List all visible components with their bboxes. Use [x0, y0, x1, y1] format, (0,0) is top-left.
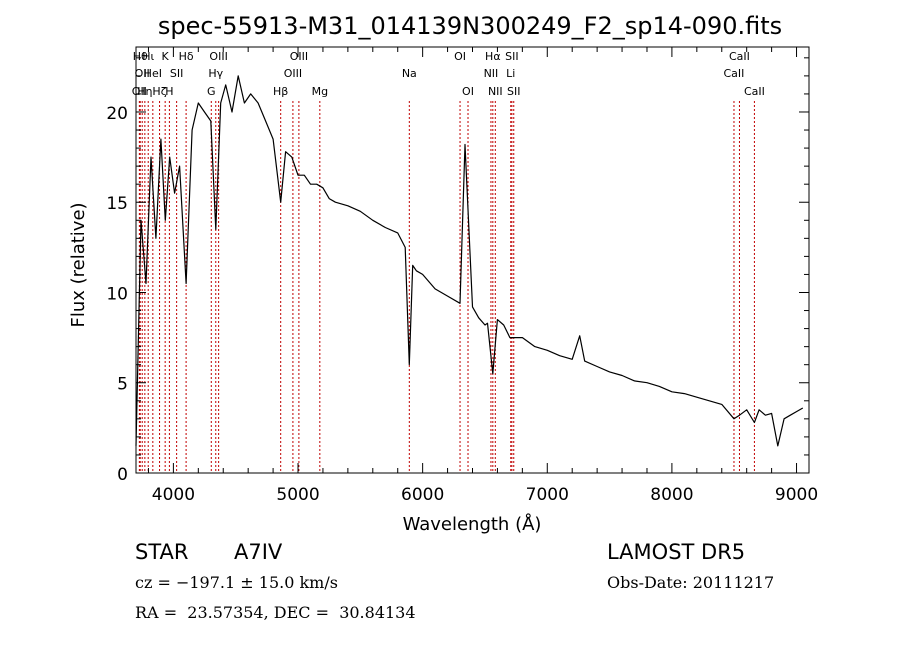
line-marker-label: H: [165, 85, 173, 98]
line-marker-label: OI: [454, 50, 466, 63]
spectral-subclass: A7IV: [234, 540, 283, 564]
line-marker-label: G: [207, 85, 216, 98]
spectrum-series: [135, 75, 804, 447]
line-marker-label: Hη: [137, 85, 152, 98]
x-axis-label: Wavelength (Å): [403, 513, 542, 535]
y-tick-label: 0: [117, 465, 128, 485]
y-axis-label: Flux (relative): [68, 202, 89, 327]
line-marker-label: Hδ: [179, 50, 194, 63]
x-tick-label: 7000: [526, 485, 569, 505]
line-marker-label: SII: [505, 50, 518, 63]
line-marker-label: K: [162, 50, 170, 63]
coordinates: RA = 23.57354, DEC = 30.84134: [135, 603, 416, 622]
x-tick-label: 5000: [276, 485, 319, 505]
line-marker-label: OI: [462, 85, 474, 98]
line-marker-label: OIII: [290, 50, 308, 63]
x-axis: 4000 5000 6000 7000 8000 9000: [147, 47, 818, 505]
object-class: STAR: [135, 540, 189, 564]
line-marker-label: SII: [507, 85, 520, 98]
line-markers: OIIHθOIIHηHιHeIHζKHSIIHδGHγOIIIHβOIIIOII…: [132, 50, 765, 473]
x-tick-label: 9000: [775, 485, 818, 505]
line-marker-label: Hα: [485, 50, 501, 63]
y-tick-label: 15: [106, 194, 128, 214]
line-marker-label: Hι: [142, 50, 154, 63]
line-marker-label: OII: [135, 67, 150, 80]
x-tick-label: 6000: [401, 485, 444, 505]
line-marker-label: OIII: [284, 67, 302, 80]
radial-velocity: cz = −197.1 ± 15.0 km/s: [135, 573, 338, 592]
y-tick-label: 5: [117, 375, 128, 395]
y-tick-label: 10: [106, 284, 128, 304]
line-marker-label: NII: [488, 85, 503, 98]
spectrum-line: [135, 75, 804, 447]
line-marker-label: Na: [402, 67, 417, 80]
line-marker-label: CaII: [724, 67, 745, 80]
y-tick-label: 20: [106, 104, 128, 124]
line-marker-label: HeI: [144, 67, 162, 80]
line-marker-label: NII: [484, 67, 499, 80]
observation-date: Obs-Date: 20111217: [607, 573, 775, 592]
line-marker-label: CaII: [744, 85, 765, 98]
line-marker-label: Mg: [312, 85, 328, 98]
line-marker-label: OIII: [209, 50, 227, 63]
line-marker-label: Hθ: [133, 50, 148, 63]
line-marker-label: Hζ: [152, 85, 166, 98]
chart-title: spec-55913-M31_014139N300249_F2_sp14-090…: [158, 12, 782, 40]
line-marker-label: Hβ: [273, 85, 288, 98]
plot-frame: [135, 46, 810, 474]
y-axis: 0 5 10 15 20: [106, 57, 809, 485]
survey-name: LAMOST DR5: [607, 540, 746, 564]
x-tick-label: 8000: [650, 485, 693, 505]
line-marker-label: SII: [170, 67, 183, 80]
line-marker-label: Li: [506, 67, 515, 80]
line-marker-label: CaII: [729, 50, 750, 63]
line-marker-label: Hγ: [208, 67, 223, 80]
x-tick-label: 4000: [152, 485, 195, 505]
